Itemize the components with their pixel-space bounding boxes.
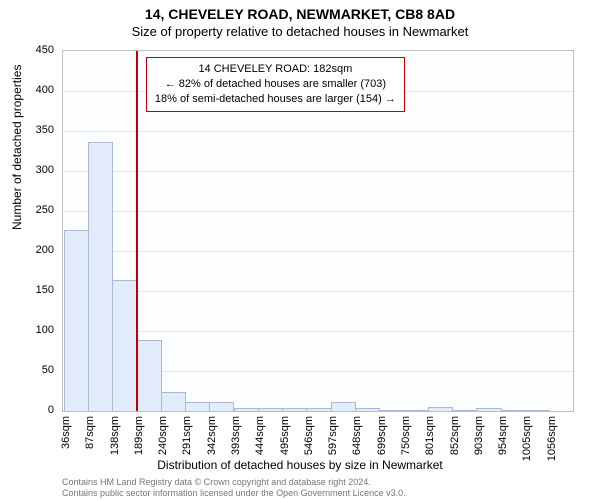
x-tick-label: 801sqm (424, 416, 436, 455)
histogram-bar (428, 407, 453, 411)
x-tick-label: 36sqm (60, 416, 72, 449)
histogram-bar (452, 410, 477, 411)
chart-title-address: 14, CHEVELEY ROAD, NEWMARKET, CB8 8AD (0, 0, 600, 22)
gridline (63, 331, 573, 332)
x-tick-label: 189sqm (133, 416, 145, 455)
y-tick-label: 250 (14, 204, 54, 216)
histogram-bar (64, 230, 89, 411)
histogram-bar (88, 142, 113, 411)
x-tick-label: 750sqm (400, 416, 412, 455)
histogram-bar (501, 410, 526, 411)
histogram-bar (355, 408, 380, 411)
y-tick-label: 300 (14, 164, 54, 176)
x-tick-label: 1005sqm (521, 416, 533, 461)
attribution-text: Contains HM Land Registry data © Crown c… (62, 477, 580, 498)
annotation-box: 14 CHEVELEY ROAD: 182sqm← 82% of detache… (146, 57, 405, 112)
y-tick-label: 50 (14, 364, 54, 376)
y-tick-label: 100 (14, 324, 54, 336)
histogram-bar (136, 340, 161, 411)
histogram-bar (404, 410, 429, 411)
gridline (63, 211, 573, 212)
x-tick-label: 597sqm (327, 416, 339, 455)
attribution-line1: Contains HM Land Registry data © Crown c… (62, 477, 580, 487)
x-tick-label: 852sqm (449, 416, 461, 455)
x-tick-label: 648sqm (351, 416, 363, 455)
gridline (63, 171, 573, 172)
chart-plot-area: 14 CHEVELEY ROAD: 182sqm← 82% of detache… (62, 50, 574, 412)
histogram-bar (161, 392, 186, 411)
x-tick-label: 699sqm (376, 416, 388, 455)
gridline (63, 251, 573, 252)
x-tick-label: 393sqm (230, 416, 242, 455)
annotation-line: 14 CHEVELEY ROAD: 182sqm (155, 62, 396, 77)
gridline (63, 131, 573, 132)
histogram-bar (525, 410, 550, 411)
histogram-bar (379, 410, 404, 411)
chart-title-sub: Size of property relative to detached ho… (0, 22, 600, 39)
x-tick-label: 291sqm (181, 416, 193, 455)
x-tick-label: 495sqm (279, 416, 291, 455)
histogram-bar (185, 402, 210, 411)
histogram-bar (112, 280, 137, 411)
histogram-bar (258, 408, 283, 411)
x-tick-label: 954sqm (497, 416, 509, 455)
histogram-bar (306, 408, 331, 411)
x-tick-label: 546sqm (303, 416, 315, 455)
x-tick-label: 342sqm (206, 416, 218, 455)
gridline (63, 291, 573, 292)
histogram-bar (476, 408, 501, 411)
y-tick-label: 450 (14, 44, 54, 56)
x-tick-label: 444sqm (254, 416, 266, 455)
annotation-line: ← 82% of detached houses are smaller (70… (155, 77, 396, 92)
histogram-bar (282, 408, 307, 411)
x-tick-label: 87sqm (84, 416, 96, 449)
reference-line (136, 51, 138, 411)
y-tick-label: 200 (14, 244, 54, 256)
y-tick-label: 150 (14, 284, 54, 296)
y-tick-label: 400 (14, 84, 54, 96)
attribution-line2: Contains public sector information licen… (62, 488, 580, 498)
histogram-bar (209, 402, 234, 411)
x-tick-label: 903sqm (473, 416, 485, 455)
x-axis-label: Distribution of detached houses by size … (0, 458, 600, 472)
annotation-line: 18% of semi-detached houses are larger (… (155, 92, 396, 107)
histogram-bar (331, 402, 356, 411)
x-tick-label: 138sqm (109, 416, 121, 455)
histogram-bar (234, 408, 259, 411)
y-tick-label: 350 (14, 124, 54, 136)
y-tick-label: 0 (14, 404, 54, 416)
x-tick-label: 1056sqm (546, 416, 558, 461)
x-tick-label: 240sqm (157, 416, 169, 455)
